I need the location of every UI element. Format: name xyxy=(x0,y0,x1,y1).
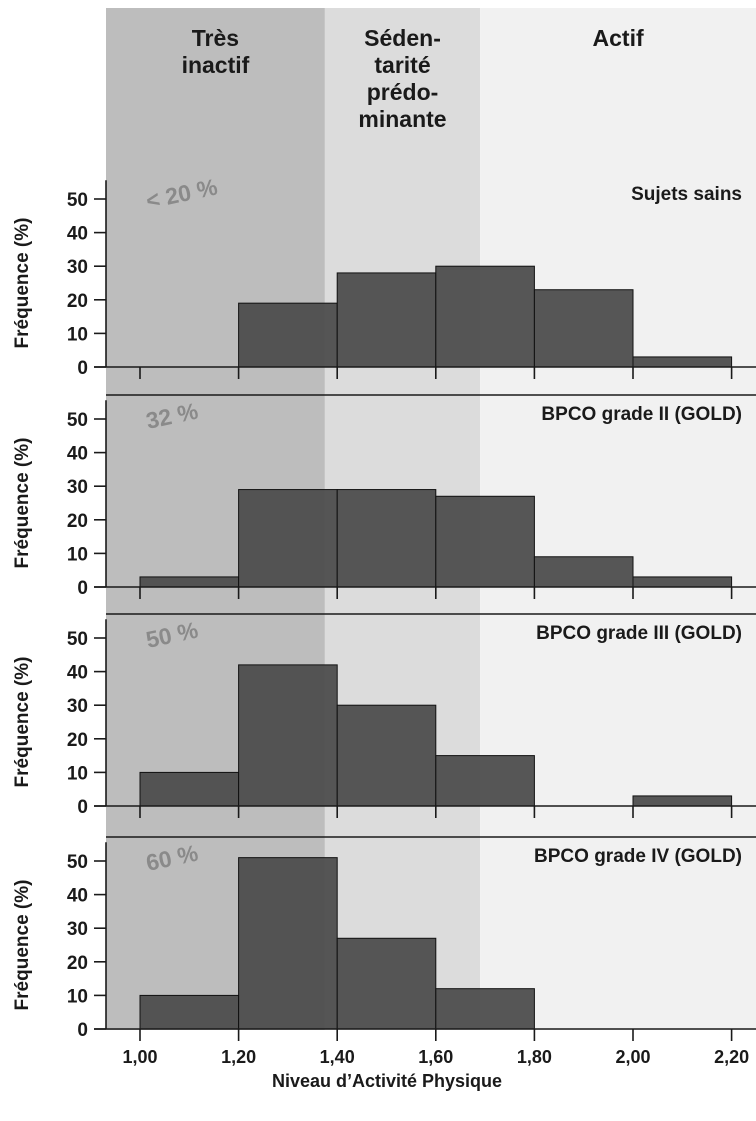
y-axis-label: Fréquence (%) xyxy=(12,880,33,1011)
bar-bpco-grade-ii-gold-4 xyxy=(533,556,634,588)
panel-title: BPCO grade III (GOLD) xyxy=(536,623,742,644)
panel-title: BPCO grade IV (GOLD) xyxy=(534,846,742,867)
bar-bpco-grade-iii-gold-2 xyxy=(336,704,437,807)
bar-sujets-sains-1 xyxy=(238,302,338,368)
y-tick-label: 40 xyxy=(67,224,88,245)
panel-title: Sujets sains xyxy=(631,184,742,205)
y-tick-label: 20 xyxy=(67,953,88,974)
bar-sujets-sains-3 xyxy=(435,265,535,368)
y-tick-label: 50 xyxy=(67,629,88,650)
bar-bpco-grade-iv-gold-3 xyxy=(435,988,535,1030)
y-tick-label: 20 xyxy=(67,291,88,312)
bar-bpco-grade-iii-gold-1 xyxy=(238,664,338,807)
panel-bpco-grade-ii-gold: 0 10 20 30 40 50 Fréquence (%) BPCO grade II (G… xyxy=(12,394,756,599)
bar-bpco-grade-iii-gold-3 xyxy=(435,755,535,807)
y-tick-label: 40 xyxy=(67,444,88,465)
y-tick-label: 10 xyxy=(67,324,88,345)
x-tick-label: 1,20 xyxy=(221,1047,256,1067)
bar-sujets-sains-4 xyxy=(533,289,634,368)
y-tick-label: 30 xyxy=(67,696,88,717)
bar-bpco-grade-ii-gold-5 xyxy=(632,576,733,588)
x-tick-label: 1,40 xyxy=(320,1047,355,1067)
bar-sujets-sains-2 xyxy=(336,272,437,368)
x-tick-label: 1,60 xyxy=(418,1047,453,1067)
x-tick-label: 1,00 xyxy=(122,1047,157,1067)
y-tick-label: 0 xyxy=(77,1020,88,1041)
y-tick-label: 0 xyxy=(77,797,88,818)
x-tick-label: 2,00 xyxy=(615,1047,650,1067)
y-tick-label: 30 xyxy=(67,477,88,498)
y-tick-label: 20 xyxy=(67,730,88,751)
panel-bpco-grade-iv-gold: 0 10 20 30 40 50 Fréquence (%) BPCO grade IV (G… xyxy=(12,836,756,1041)
bar-bpco-grade-ii-gold-3 xyxy=(435,495,535,588)
bar-bpco-grade-iv-gold-1 xyxy=(238,857,338,1030)
panel-title: BPCO grade II (GOLD) xyxy=(541,404,742,425)
y-tick-label: 30 xyxy=(67,919,88,940)
x-axis-label: Niveau d’Activité Physique xyxy=(272,1071,502,1091)
y-tick-label: 0 xyxy=(77,578,88,599)
zone-label-1: Très inactif xyxy=(182,25,250,78)
x-tick-label: 1,80 xyxy=(517,1047,552,1067)
bar-bpco-grade-iii-gold-0 xyxy=(139,771,240,807)
y-tick-label: 10 xyxy=(67,763,88,784)
x-tick-label: 2,20 xyxy=(714,1047,749,1067)
y-tick-label: 20 xyxy=(67,511,88,532)
zone-label-2: Séden-tarité prédo-minante xyxy=(358,25,446,132)
zone-labels: Très inactif Séden-tarité prédo-minante Acti… xyxy=(182,25,644,132)
y-tick-label: 30 xyxy=(67,257,88,278)
y-tick-label: 50 xyxy=(67,190,88,211)
bar-bpco-grade-ii-gold-0 xyxy=(139,576,240,588)
bar-bpco-grade-ii-gold-1 xyxy=(238,489,338,588)
zone-label-3: Actif xyxy=(593,25,644,51)
bar-bpco-grade-ii-gold-2 xyxy=(336,489,437,588)
y-tick-label: 10 xyxy=(67,544,88,565)
zone-label-2-line-4: minante xyxy=(358,106,446,132)
y-axis-label: Fréquence (%) xyxy=(12,657,33,788)
zone-label-2-line-2: tarité xyxy=(374,52,430,78)
bar-bpco-grade-iv-gold-0 xyxy=(139,994,240,1030)
y-tick-label: 0 xyxy=(77,358,88,379)
zone-label-1-line-2: inactif xyxy=(182,52,250,78)
y-axis-label: Fréquence (%) xyxy=(12,218,33,349)
y-axis-label: Fréquence (%) xyxy=(12,438,33,569)
y-tick-label: 10 xyxy=(67,986,88,1007)
y-tick-label: 40 xyxy=(67,886,88,907)
zone-label-3-line-1: Actif xyxy=(593,25,644,51)
zone-label-1-line-1: Très xyxy=(192,25,239,51)
zone-label-2-line-1: Séden- xyxy=(364,25,441,51)
y-tick-label: 50 xyxy=(67,852,88,873)
bar-bpco-grade-iv-gold-2 xyxy=(336,937,437,1030)
bar-bpco-grade-iii-gold-5 xyxy=(632,795,733,807)
bar-sujets-sains-5 xyxy=(632,356,733,368)
y-tick-label: 50 xyxy=(67,410,88,431)
y-tick-label: 40 xyxy=(67,663,88,684)
zone-label-2-line-3: prédo- xyxy=(367,79,439,105)
x-axis: 1,00 1,20 1,40 1,60 1,80 2,00 2,20 xyxy=(122,1047,749,1067)
